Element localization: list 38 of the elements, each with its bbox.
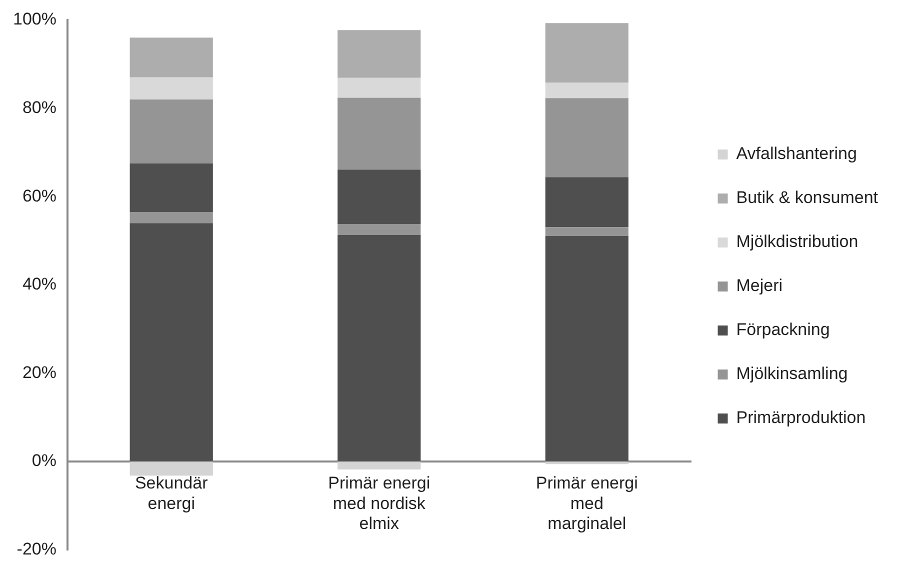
bar [338,224,421,236]
y-tick-label: 80% [22,98,56,117]
bar [545,462,628,464]
legend-label: Mejeri [736,276,783,296]
legend-label: Primärproduktion [736,408,866,428]
bar [545,227,628,236]
legend-label: Mjölkdistribution [736,232,858,252]
bar [545,98,628,178]
bar [338,235,421,462]
bar [545,82,628,98]
bar [545,236,628,462]
y-tick-label: -20% [16,539,56,558]
bar [130,77,213,100]
bar [545,177,628,228]
bar [545,23,628,83]
bar [130,99,213,164]
legend-label: Butik & konsument [736,188,878,208]
bar [130,212,213,224]
legend-label: Mjölkinsamling [736,364,848,384]
y-tick-label: 60% [22,186,56,206]
bar [130,163,213,212]
legend-label: Förpackning [736,320,830,340]
y-tick-label: 20% [22,362,56,382]
bar [130,223,213,462]
bar [338,462,421,470]
bar [338,170,421,224]
legend-label: Avfallshantering [736,144,857,164]
bar [338,30,421,78]
y-tick-label: 40% [22,274,56,294]
bar [338,78,421,98]
bar [130,38,213,78]
x-tick-label: Sekundär energi [134,473,208,513]
y-tick-label: 100% [12,10,56,29]
y-tick-label: 0% [32,451,56,470]
x-tick-label: Primär energi med nordisk elmix [328,473,430,534]
bar [130,462,213,476]
x-tick-label: Primär energi med marginalel [536,473,638,534]
bar [338,98,421,170]
